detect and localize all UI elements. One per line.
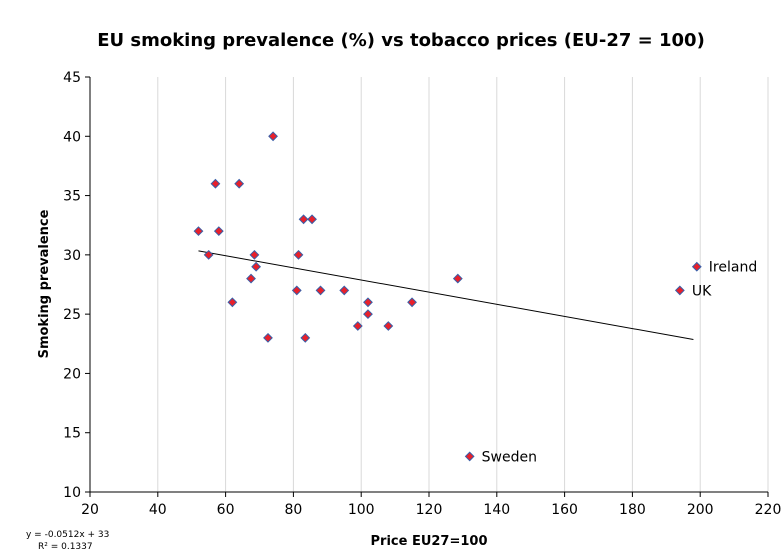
data-point	[249, 249, 260, 260]
y-tick-label: 45	[63, 70, 81, 86]
data-point	[291, 285, 302, 296]
data-point	[691, 261, 702, 272]
point-label: UK	[692, 283, 712, 299]
data-point	[464, 451, 475, 462]
data-point	[674, 285, 685, 296]
data-point	[193, 226, 204, 237]
data-point	[213, 226, 224, 237]
data-point	[352, 321, 363, 331]
data-point	[227, 297, 238, 308]
data-point	[246, 273, 256, 284]
data-point	[268, 131, 278, 142]
point-label: Sweden	[482, 449, 537, 465]
trendline-group	[198, 250, 694, 340]
x-tick-label: 100	[348, 502, 375, 518]
data-point	[251, 261, 262, 272]
x-axis-label: Price EU27=100	[371, 534, 488, 549]
data-point	[363, 297, 373, 308]
chart-title: EU smoking prevalence (%) vs tobacco pri…	[97, 30, 705, 51]
trendline	[198, 250, 694, 340]
x-tick-label: 180	[619, 502, 646, 518]
data-point	[300, 332, 311, 343]
data-point	[210, 178, 221, 189]
x-tick-label: 140	[483, 502, 510, 518]
y-axis-label: Smoking prevalence	[37, 209, 52, 358]
x-tick-label: 80	[284, 502, 302, 518]
data-point	[307, 214, 317, 225]
trendline-equation: y = -0.0512x + 33	[26, 530, 109, 540]
y-tick-label: 10	[63, 485, 81, 501]
data-point	[407, 297, 417, 308]
data-point	[263, 332, 273, 343]
y-tick-label: 25	[63, 307, 81, 323]
data-point	[339, 285, 350, 296]
data-point	[234, 178, 245, 189]
y-tick-label: 20	[63, 366, 81, 382]
data-points	[193, 131, 702, 462]
point-annotations: Sweden UK Ireland	[482, 260, 758, 466]
data-point	[452, 273, 463, 284]
data-point	[363, 309, 373, 320]
data-point	[298, 214, 309, 225]
data-point	[383, 321, 394, 331]
x-axis-ticks: 20 40 60 80 100 120 140 160 180 200 220	[81, 492, 781, 518]
gridlines	[157, 77, 769, 492]
x-tick-label: 60	[217, 502, 235, 518]
point-label: Ireland	[709, 260, 757, 276]
data-point	[293, 249, 304, 260]
y-tick-label: 30	[63, 248, 81, 264]
x-tick-label: 40	[149, 502, 167, 518]
x-tick-label: 20	[81, 502, 99, 518]
data-point	[203, 249, 214, 260]
x-tick-label: 160	[551, 502, 578, 518]
x-tick-label: 200	[687, 502, 714, 518]
y-tick-label: 40	[63, 129, 81, 145]
y-tick-label: 15	[63, 426, 81, 442]
x-tick-label: 220	[755, 502, 782, 518]
trendline-r-squared: R² = 0.1337	[38, 542, 93, 552]
y-axis-ticks: 10 15 20 25 30 35 40 45	[63, 70, 90, 501]
y-tick-label: 35	[63, 189, 81, 205]
data-point	[315, 285, 326, 296]
x-tick-label: 120	[416, 502, 443, 518]
